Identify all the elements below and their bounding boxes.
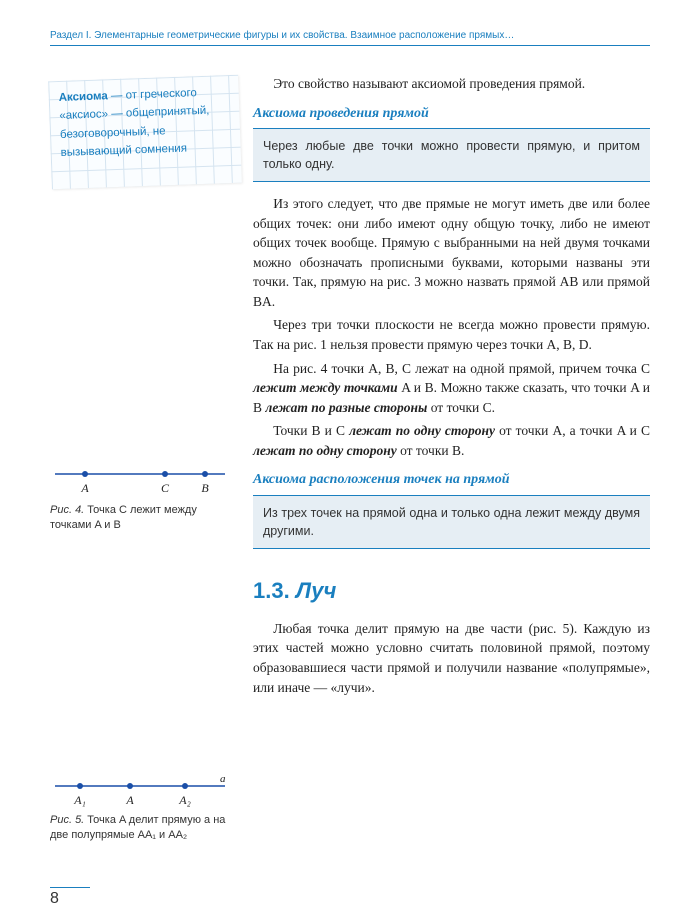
section-num: 1.3. [253,578,290,603]
fig4-svg: A C B [50,464,230,499]
section-word: Луч [296,578,336,603]
page-header: Раздел I. Элементарные геометрические фи… [50,30,650,46]
fig4-ris: Рис. 4. [50,504,84,516]
svg-text:A: A [125,793,134,807]
svg-text:A: A [80,481,89,495]
etymology-note: Аксиома — от греческого «аксиос» — общеп… [48,75,242,190]
page-number: 8 [50,887,90,908]
svg-text:a: a [220,774,226,785]
axiom2-box: Из трех точек на прямой одна и только од… [253,495,650,549]
paragraph-3: На рис. 4 точки A, B, C лежат на одной п… [253,359,650,418]
axiom1-box: Через любые две точки можно провести пря… [253,128,650,182]
fig5-caption: Рис. 5. Точка A делит прямую a на две по… [50,813,235,844]
svg-text:A₂: A₂ [178,793,191,807]
fig5-ris: Рис. 5. [50,814,84,826]
svg-text:A₁: A₁ [73,793,86,807]
figure-4: A C B Рис. 4. Точка C лежит между точкам… [50,464,235,534]
fig5-svg: a A₁ A A₂ [50,774,230,809]
svg-text:C: C [161,481,170,495]
paragraph-1: Из этого следует, что две прямые не могу… [253,194,650,311]
fig4-caption: Рис. 4. Точка C лежит между точками A и … [50,503,235,534]
axiom2-title: Аксиома расположения точек на прямой [253,470,650,490]
right-column: Это свойство называют аксиомой проведени… [253,74,650,844]
intro-paragraph: Это свойство называют аксиомой проведени… [253,74,650,94]
paragraph-5: Любая точка делит прямую на две части (р… [253,619,650,697]
left-column: Аксиома — от греческого «аксиос» — общеп… [50,74,235,844]
paragraph-2: Через три точки плоскости не всегда можн… [253,315,650,354]
note-bold: Аксиома [59,90,108,104]
figure-5: a A₁ A A₂ Рис. 5. Точка A делит прямую a… [50,774,235,844]
section-1-3-title: 1.3. Луч [253,575,650,607]
paragraph-4: Точки B и C лежат по одну сторону от точ… [253,421,650,460]
svg-text:B: B [201,481,209,495]
axiom1-title: Аксиома проведения прямой [253,104,650,124]
